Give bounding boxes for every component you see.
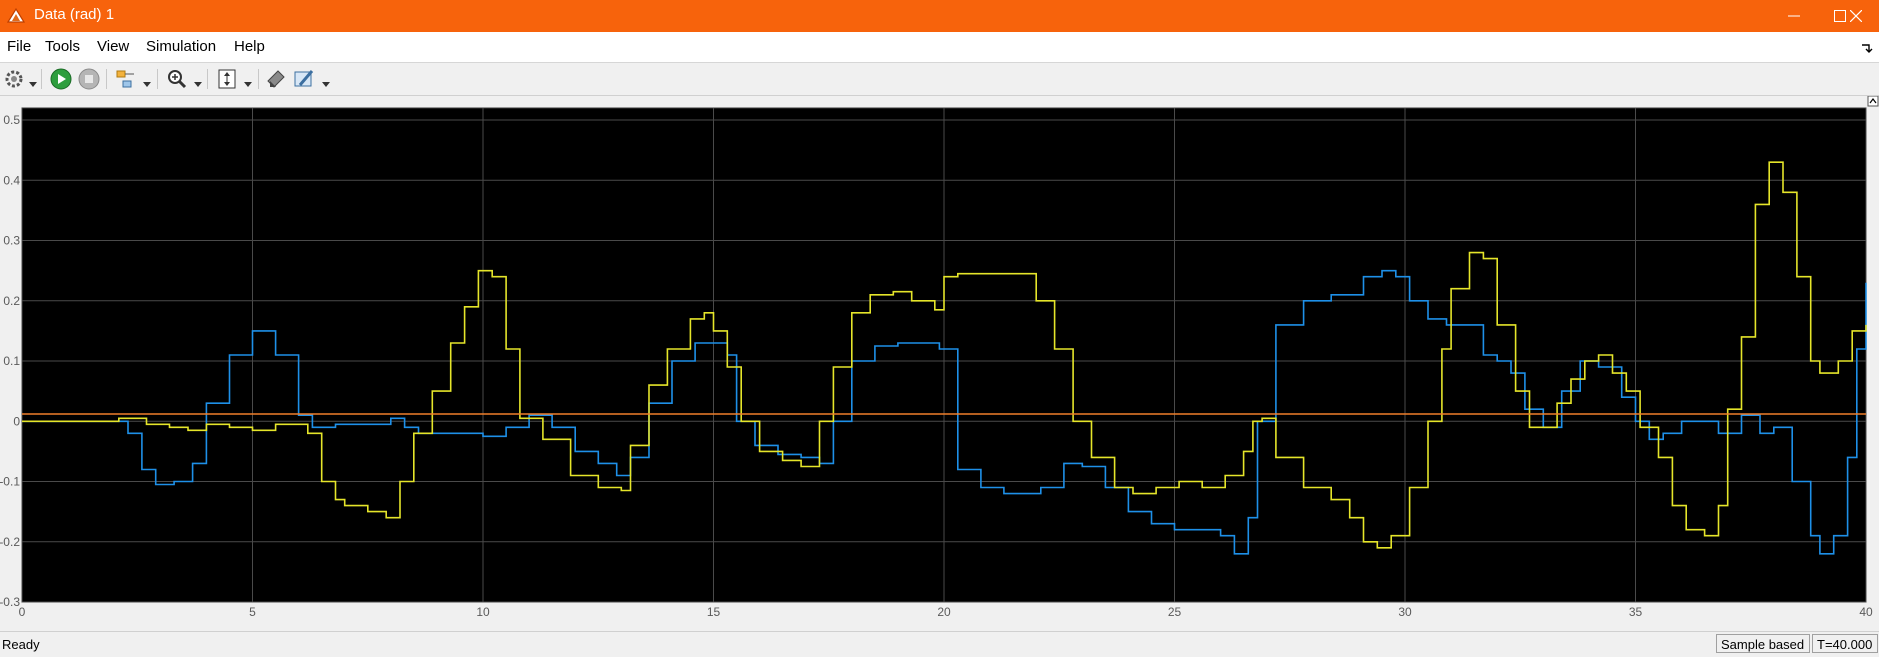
toolbar-separator bbox=[157, 69, 158, 89]
y-tick-label: 0 bbox=[13, 414, 20, 428]
x-tick-label: 25 bbox=[1168, 605, 1182, 619]
chevron-down-icon[interactable] bbox=[322, 75, 330, 87]
run-icon[interactable] bbox=[49, 67, 73, 91]
signal-select-icon[interactable] bbox=[114, 67, 138, 91]
x-tick-label: 30 bbox=[1398, 605, 1412, 619]
autoscale-icon[interactable] bbox=[215, 67, 239, 91]
minimize-button[interactable] bbox=[1771, 0, 1817, 32]
y-tick-label: -0.3 bbox=[0, 595, 20, 609]
y-tick-label: 0.2 bbox=[3, 294, 20, 308]
maximize-icon bbox=[1834, 10, 1846, 22]
gear-icon[interactable] bbox=[2, 67, 26, 91]
y-tick-label: -0.2 bbox=[0, 535, 20, 549]
menu-file[interactable]: File bbox=[7, 38, 32, 55]
title-bar: Data (rad) 1 bbox=[0, 0, 1879, 32]
close-button[interactable] bbox=[1833, 0, 1879, 32]
stop-icon[interactable] bbox=[77, 67, 101, 91]
zoom-icon[interactable] bbox=[165, 67, 189, 91]
chevron-down-icon[interactable] bbox=[143, 75, 151, 87]
sample-mode-indicator: Sample based bbox=[1716, 634, 1810, 653]
toolbar bbox=[0, 63, 1879, 96]
expand-plot-button[interactable] bbox=[1867, 96, 1879, 107]
x-tick-label: 5 bbox=[249, 605, 256, 619]
chevron-down-icon[interactable] bbox=[29, 75, 37, 87]
status-bar: Ready Sample based T=40.000 bbox=[0, 631, 1879, 657]
window-title: Data (rad) 1 bbox=[34, 6, 115, 23]
toolbar-separator bbox=[258, 69, 259, 89]
highlight-icon[interactable] bbox=[292, 67, 316, 91]
menu-simulation[interactable]: Simulation bbox=[146, 38, 217, 55]
minimize-icon bbox=[1788, 15, 1800, 17]
toolbar-separator bbox=[106, 69, 107, 89]
layout-icon[interactable] bbox=[264, 67, 288, 91]
matlab-logo-icon bbox=[6, 6, 26, 26]
chevron-down-icon[interactable] bbox=[244, 75, 252, 87]
status-ready-text: Ready bbox=[2, 637, 40, 652]
chevron-up-icon[interactable] bbox=[1869, 98, 1877, 104]
close-icon bbox=[1850, 10, 1862, 22]
y-tick-label: 0.1 bbox=[3, 354, 20, 368]
undock-arrow-icon[interactable] bbox=[1861, 40, 1873, 58]
x-tick-label: 10 bbox=[476, 605, 490, 619]
toolbar-separator bbox=[207, 69, 208, 89]
maximize-button[interactable] bbox=[1817, 0, 1863, 32]
series-line-1 bbox=[22, 269, 1867, 555]
toolbar-separator bbox=[41, 69, 42, 89]
x-tick-label: 35 bbox=[1629, 605, 1643, 619]
scope-chart[interactable]: 0 5 10 15 20 25 30 35 40 -0.3 -0.2 -0.1 0 0.1 0.2 0.3 0.… bbox=[0, 96, 1879, 627]
plot-area: 0 5 10 15 20 25 30 35 40 -0.3 -0.2 -0.1 0 0.1 0.2 0.3 0.… bbox=[0, 96, 1879, 627]
y-tick-label: 0.5 bbox=[3, 113, 20, 127]
y-tick-label: 0.4 bbox=[3, 173, 20, 187]
menu-tools[interactable]: Tools bbox=[45, 38, 81, 55]
series-line-2 bbox=[22, 161, 1867, 549]
x-tick-label: 15 bbox=[707, 605, 721, 619]
menu-help[interactable]: Help bbox=[234, 38, 265, 55]
y-tick-label: -0.1 bbox=[0, 475, 20, 489]
y-tick-label: 0.3 bbox=[3, 234, 20, 248]
x-tick-label: 40 bbox=[1859, 605, 1873, 619]
simulation-time-indicator: T=40.000 bbox=[1812, 634, 1878, 653]
menu-view[interactable]: View bbox=[97, 38, 130, 55]
x-tick-label: 20 bbox=[937, 605, 951, 619]
chevron-down-icon[interactable] bbox=[194, 75, 202, 87]
menu-bar: File Tools View Simulation Help bbox=[0, 32, 1879, 63]
x-tick-label: 0 bbox=[19, 605, 26, 619]
